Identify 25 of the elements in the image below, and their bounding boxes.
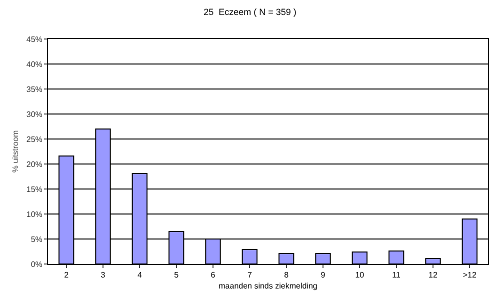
x-tick-label: 10 — [355, 270, 365, 280]
x-tick-label: 4 — [137, 270, 142, 280]
y-tick-label: 0% — [30, 260, 42, 269]
y-tick-label: 25% — [26, 134, 42, 144]
x-tick-label: >12 — [462, 270, 477, 280]
y-tick-label: 30% — [26, 110, 42, 119]
x-tick-label: 9 — [320, 270, 326, 280]
x-tick-label: 6 — [210, 270, 216, 280]
y-tick-label: 20% — [26, 160, 42, 169]
y-tick-label: 15% — [26, 184, 42, 194]
x-tick-label: 3 — [100, 270, 106, 280]
x-tick-label: 7 — [247, 270, 252, 280]
x-tick-label: 5 — [174, 270, 180, 280]
x-axis-title: maanden sinds ziekmelding — [218, 282, 318, 291]
y-tick-label: 45% — [26, 34, 42, 44]
x-tick-label: 2 — [64, 270, 70, 280]
y-tick-label: 10% — [26, 210, 42, 219]
y-tick-label: 40% — [26, 60, 42, 69]
y-tick-label: 5% — [30, 234, 42, 244]
x-tick-label: 11 — [392, 270, 402, 280]
y-axis-title: % uitstroom — [11, 130, 20, 173]
chart-title: 25 Eczeem ( N = 359 ) — [204, 7, 296, 18]
x-tick-label: 8 — [284, 270, 290, 280]
x-tick-label: 12 — [428, 270, 438, 280]
y-tick-label: 35% — [26, 84, 42, 94]
